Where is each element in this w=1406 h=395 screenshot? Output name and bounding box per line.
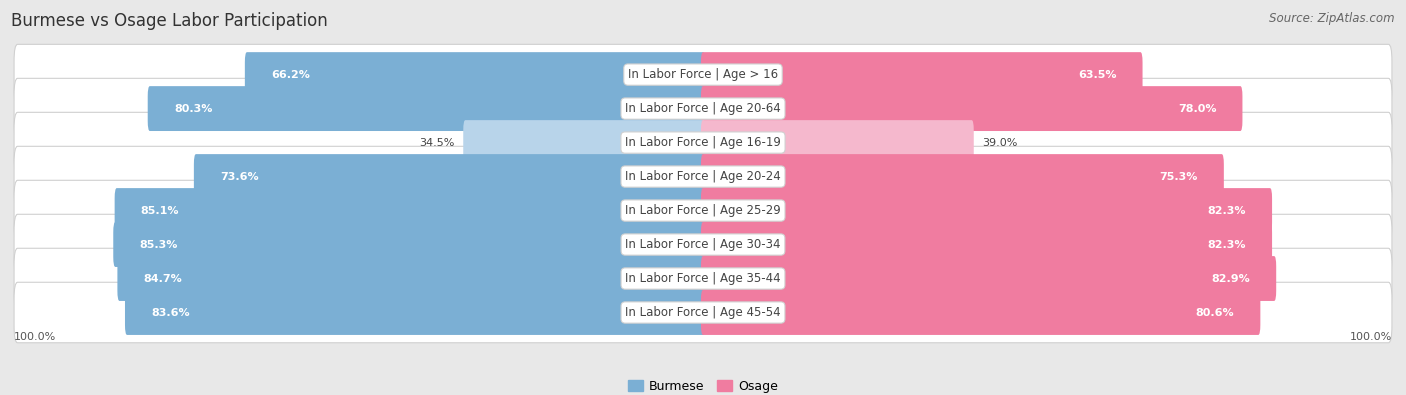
Text: 85.1%: 85.1% <box>141 205 180 216</box>
Text: 73.6%: 73.6% <box>221 171 259 182</box>
FancyBboxPatch shape <box>14 146 1392 207</box>
FancyBboxPatch shape <box>14 44 1392 105</box>
FancyBboxPatch shape <box>463 120 704 165</box>
Text: Burmese vs Osage Labor Participation: Burmese vs Osage Labor Participation <box>11 12 328 30</box>
FancyBboxPatch shape <box>702 120 974 165</box>
FancyBboxPatch shape <box>14 282 1392 343</box>
Text: In Labor Force | Age 25-29: In Labor Force | Age 25-29 <box>626 204 780 217</box>
Text: In Labor Force | Age > 16: In Labor Force | Age > 16 <box>628 68 778 81</box>
FancyBboxPatch shape <box>194 154 704 199</box>
Text: 78.0%: 78.0% <box>1178 103 1216 114</box>
FancyBboxPatch shape <box>148 86 704 131</box>
Text: 75.3%: 75.3% <box>1160 171 1198 182</box>
FancyBboxPatch shape <box>114 222 704 267</box>
Text: 83.6%: 83.6% <box>152 308 190 318</box>
Text: In Labor Force | Age 30-34: In Labor Force | Age 30-34 <box>626 238 780 251</box>
Text: In Labor Force | Age 20-24: In Labor Force | Age 20-24 <box>626 170 780 183</box>
Text: In Labor Force | Age 35-44: In Labor Force | Age 35-44 <box>626 272 780 285</box>
FancyBboxPatch shape <box>14 248 1392 309</box>
FancyBboxPatch shape <box>14 112 1392 173</box>
Text: 82.9%: 82.9% <box>1211 273 1250 284</box>
Text: 84.7%: 84.7% <box>143 273 183 284</box>
FancyBboxPatch shape <box>125 290 704 335</box>
FancyBboxPatch shape <box>702 86 1243 131</box>
Text: In Labor Force | Age 16-19: In Labor Force | Age 16-19 <box>626 136 780 149</box>
Text: 82.3%: 82.3% <box>1208 239 1246 250</box>
Legend: Burmese, Osage: Burmese, Osage <box>623 375 783 395</box>
FancyBboxPatch shape <box>702 256 1277 301</box>
Text: 66.2%: 66.2% <box>271 70 309 79</box>
Text: 80.3%: 80.3% <box>174 103 212 114</box>
Text: 34.5%: 34.5% <box>419 137 456 148</box>
FancyBboxPatch shape <box>115 188 704 233</box>
FancyBboxPatch shape <box>245 52 704 97</box>
FancyBboxPatch shape <box>14 180 1392 241</box>
FancyBboxPatch shape <box>702 290 1260 335</box>
Text: Source: ZipAtlas.com: Source: ZipAtlas.com <box>1270 12 1395 25</box>
Text: 39.0%: 39.0% <box>981 137 1018 148</box>
Text: 82.3%: 82.3% <box>1208 205 1246 216</box>
Text: 100.0%: 100.0% <box>14 332 56 342</box>
FancyBboxPatch shape <box>702 222 1272 267</box>
FancyBboxPatch shape <box>702 188 1272 233</box>
FancyBboxPatch shape <box>14 214 1392 275</box>
Text: 80.6%: 80.6% <box>1195 308 1234 318</box>
Text: 85.3%: 85.3% <box>139 239 177 250</box>
FancyBboxPatch shape <box>702 154 1223 199</box>
Text: In Labor Force | Age 20-64: In Labor Force | Age 20-64 <box>626 102 780 115</box>
FancyBboxPatch shape <box>14 78 1392 139</box>
FancyBboxPatch shape <box>117 256 704 301</box>
FancyBboxPatch shape <box>702 52 1143 97</box>
Text: 100.0%: 100.0% <box>1350 332 1392 342</box>
Text: In Labor Force | Age 45-54: In Labor Force | Age 45-54 <box>626 306 780 319</box>
Text: 63.5%: 63.5% <box>1078 70 1116 79</box>
